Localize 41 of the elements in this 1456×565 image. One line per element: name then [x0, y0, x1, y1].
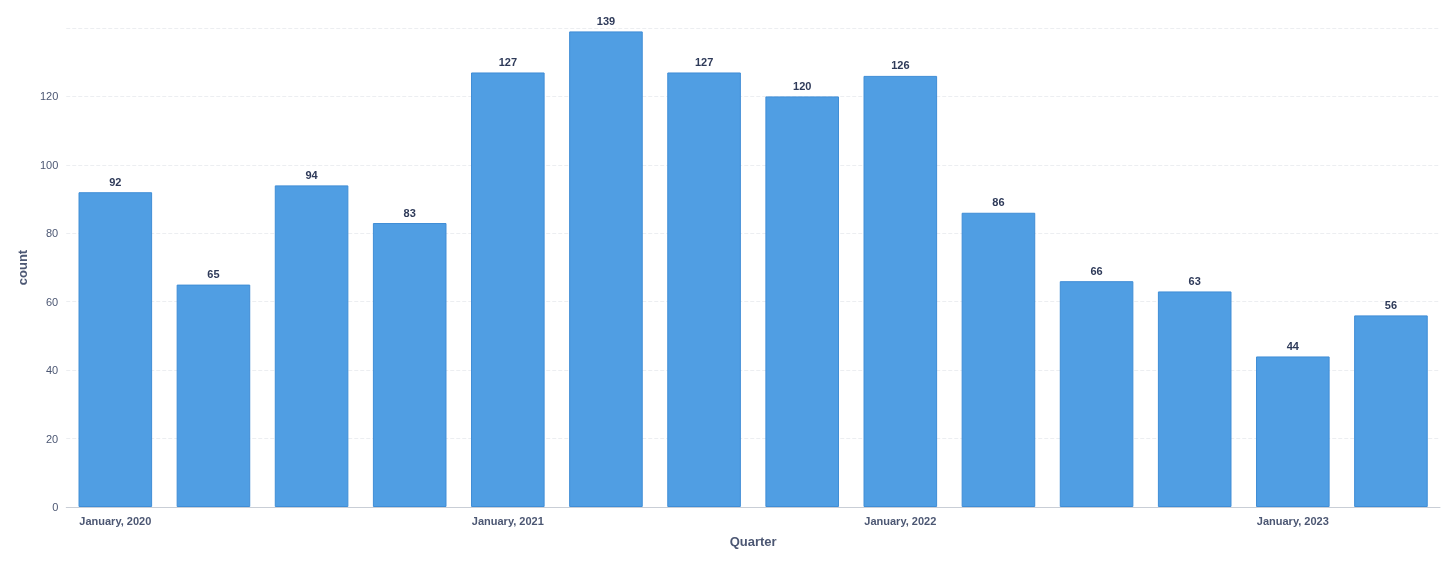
bar — [372, 223, 447, 507]
data-label: 56 — [1384, 298, 1398, 311]
data-label: 65 — [207, 268, 220, 281]
bar — [1059, 281, 1134, 507]
data-label: 44 — [1286, 339, 1300, 352]
data-label: 139 — [596, 14, 616, 27]
y-axis-title: count — [15, 249, 30, 286]
y-tick-label: 0 — [52, 501, 59, 513]
y-tick-label: 80 — [46, 227, 59, 240]
data-label: 127 — [694, 55, 714, 68]
bar — [274, 185, 349, 507]
bar — [78, 192, 153, 507]
data-label: 86 — [992, 196, 1005, 209]
y-tick-label: 60 — [46, 295, 59, 308]
x-axis-title: Quarter — [729, 534, 777, 549]
x-tick-label: January, 2020 — [79, 514, 152, 527]
bar — [667, 72, 741, 507]
y-tick-label: 100 — [39, 158, 59, 171]
data-label: 92 — [109, 175, 122, 188]
y-tick-label: 40 — [46, 364, 59, 377]
x-tick-label: January, 2022 — [864, 514, 937, 527]
y-tick-label: 20 — [46, 432, 59, 445]
bar — [471, 72, 545, 507]
y-tick-label: 120 — [39, 90, 59, 103]
bar — [569, 31, 643, 507]
data-label: 66 — [1090, 264, 1103, 277]
bar — [1157, 291, 1232, 507]
bar — [863, 75, 938, 507]
data-label: 63 — [1188, 274, 1201, 287]
bar — [1354, 315, 1428, 507]
data-label: 120 — [793, 79, 812, 92]
x-tick-label: January, 2023 — [1256, 514, 1329, 527]
data-label: 126 — [891, 59, 910, 72]
bar — [765, 96, 839, 507]
data-label: 94 — [305, 168, 319, 181]
bar — [1256, 356, 1330, 507]
bar — [961, 212, 1036, 507]
data-label: 83 — [403, 206, 416, 219]
bar — [176, 284, 251, 507]
data-label: 127 — [498, 55, 517, 68]
x-tick-label: January, 2021 — [471, 514, 544, 527]
